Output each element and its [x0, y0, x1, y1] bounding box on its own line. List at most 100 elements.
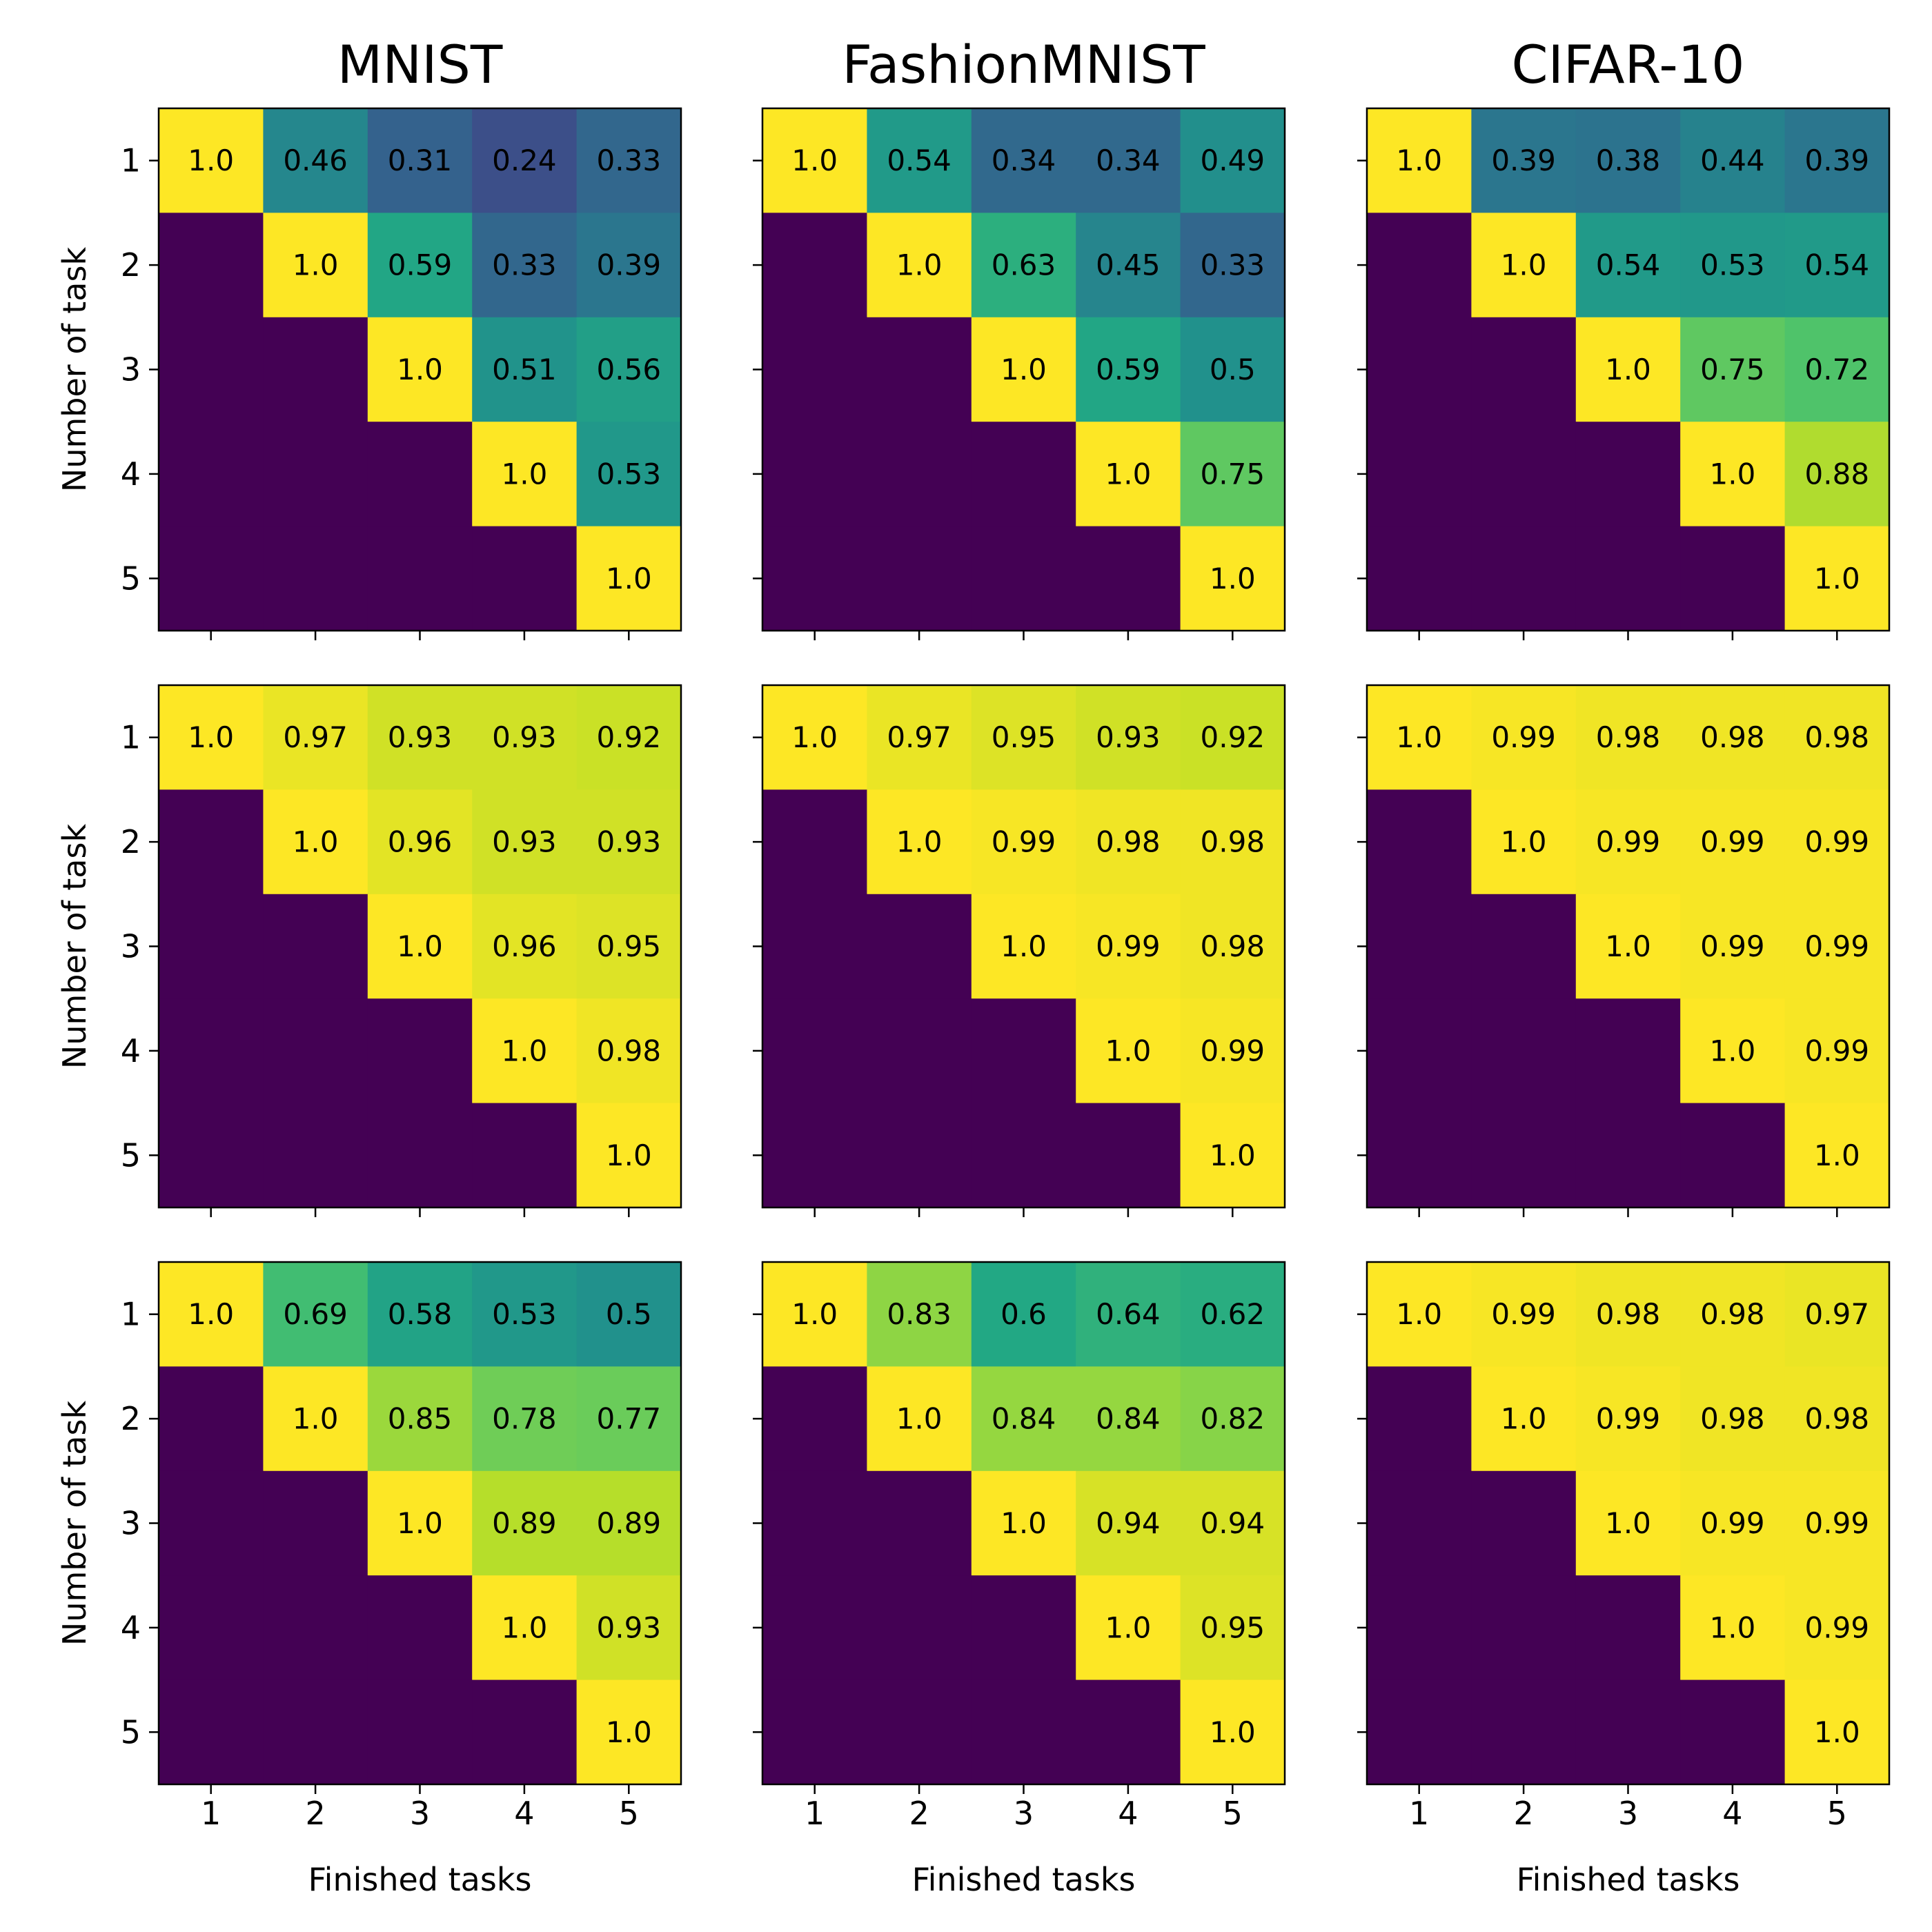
heatmap-panel: 1.0 0.54 0.34 0.34 0.49 1.0 0.63 0.45 0.33 1.0 0.5…	[753, 107, 1286, 640]
y-tick-label: 2	[121, 246, 141, 284]
heatmap-cell	[1784, 789, 1890, 895]
heatmap-cell	[367, 998, 473, 1104]
y-tick-label: 5	[121, 1713, 141, 1751]
heatmap-cell	[263, 1679, 368, 1785]
heatmap-panel: 1.0 0.99 0.98 0.98 0.97 1.0 0.99 0.98 0.98 1.0 0.9…	[1357, 1261, 1891, 1832]
y-tick-label: 3	[121, 928, 141, 965]
cell-value-label: 1.0	[1501, 1402, 1547, 1436]
heatmap-cell	[1180, 1575, 1285, 1681]
heatmap-cell	[472, 1103, 578, 1208]
cell-value-label: 1.0	[1605, 353, 1651, 386]
cell-value-label: 0.31	[388, 144, 453, 177]
heatmap-cell	[159, 998, 264, 1104]
heatmap-cell	[576, 422, 682, 527]
heatmap-cell	[367, 1366, 473, 1472]
y-axis-label: Number of task	[56, 247, 93, 493]
x-tick-label: 2	[305, 1795, 325, 1832]
cell-value-label: 0.59	[388, 248, 453, 282]
heatmap-cell	[263, 422, 368, 527]
heatmap-cell	[1180, 789, 1285, 895]
heatmap-panel: 1.0 0.39 0.38 0.44 0.39 1.0 0.54 0.53 0.54 1.0 0.7…	[1357, 107, 1891, 640]
heatmap-cell	[971, 1679, 1076, 1785]
x-tick-label: 3	[1618, 1795, 1638, 1832]
heatmap-cell	[867, 685, 972, 790]
cell-value-label: 0.99	[992, 825, 1056, 859]
heatmap-cell	[1680, 1262, 1786, 1367]
heatmap-panel: 1.0 0.97 0.95 0.93 0.92 1.0 0.99 0.98 0.98 1.0 0.9…	[753, 684, 1286, 1217]
heatmap-cell	[762, 894, 867, 999]
heatmap-cell	[472, 213, 578, 318]
cell-value-label: 0.97	[887, 720, 952, 754]
y-tick-label: 1	[121, 719, 141, 756]
cell-value-label: 1.0	[1814, 1138, 1860, 1172]
y-tick-label: 1	[121, 1296, 141, 1333]
cell-value-label: 1.0	[896, 248, 943, 282]
cell-value-label: 0.93	[597, 825, 662, 859]
cell-value-label: 0.93	[388, 720, 453, 754]
heatmap-cell	[762, 1679, 867, 1785]
heatmap-cell	[576, 526, 682, 631]
cell-value-label: 1.0	[791, 720, 838, 754]
heatmap-cell	[1180, 1679, 1285, 1785]
heatmap-cell	[1575, 1470, 1681, 1576]
heatmap-cell	[971, 1470, 1076, 1576]
heatmap-cell	[472, 1679, 578, 1785]
cell-value-label: 0.53	[492, 1297, 557, 1331]
cell-value-label: 1.0	[502, 457, 548, 491]
cell-value-label: 0.62	[1201, 1297, 1265, 1331]
heatmap-cell	[1180, 998, 1285, 1104]
cell-value-label: 0.39	[1805, 144, 1870, 177]
heatmap-cell	[1076, 422, 1181, 527]
cell-value-label: 0.5	[606, 1297, 652, 1331]
heatmap-cell	[1076, 1366, 1181, 1472]
cell-value-label: 1.0	[397, 353, 443, 386]
x-tick-label: 2	[909, 1795, 929, 1832]
y-tick-label: 5	[121, 1136, 141, 1174]
heatmap-cell	[1367, 998, 1472, 1104]
heatmap-panel: 1.0 0.69 0.58 0.53 0.5 1.0 0.85 0.78 0.77 1.0 0.89…	[121, 1261, 682, 1832]
cell-value-label: 0.99	[1096, 929, 1161, 963]
cell-value-label: 0.33	[492, 248, 557, 282]
cell-value-label: 1.0	[896, 1402, 943, 1436]
heatmap-cell	[159, 1103, 264, 1208]
heatmap-cell	[762, 1366, 867, 1472]
heatmap-cell	[367, 1679, 473, 1785]
heatmap-cell	[1471, 789, 1577, 895]
heatmap-cell	[1367, 317, 1472, 422]
cell-value-label: 0.38	[1596, 144, 1661, 177]
x-tick-label: 1	[805, 1795, 825, 1832]
heatmap-cell	[159, 526, 264, 631]
cell-value-label: 1.0	[1501, 248, 1547, 282]
heatmap-cell	[971, 108, 1076, 213]
heatmap-cell	[762, 1470, 867, 1576]
heatmap-cell	[367, 894, 473, 999]
heatmap-cell	[1076, 108, 1181, 213]
heatmap-cell	[867, 1470, 972, 1576]
heatmap-cell	[867, 998, 972, 1104]
cell-value-label: 0.83	[887, 1297, 952, 1331]
heatmap-cell	[159, 108, 264, 213]
heatmap-cell	[159, 1470, 264, 1576]
heatmap-cell	[971, 1366, 1076, 1472]
heatmap-cell	[576, 1262, 682, 1367]
y-tick-label: 4	[121, 455, 141, 493]
heatmap-cell	[762, 213, 867, 318]
cell-value-label: 1.0	[1396, 720, 1442, 754]
cell-value-label: 0.92	[1201, 720, 1265, 754]
heatmap-cell	[1575, 894, 1681, 999]
y-tick-label: 3	[121, 351, 141, 388]
cell-value-label: 0.95	[597, 929, 662, 963]
heatmap-cell	[472, 1575, 578, 1681]
heatmap-cell	[1076, 1575, 1181, 1681]
cell-value-label: 0.89	[597, 1506, 662, 1540]
y-axis-label: Number of task	[56, 1401, 93, 1646]
heatmap-cell	[1076, 1679, 1181, 1785]
heatmap-cell	[263, 1470, 368, 1576]
heatmap-cell	[1784, 108, 1890, 213]
heatmap-cell	[762, 422, 867, 527]
heatmap-cell	[367, 422, 473, 527]
cell-value-label: 0.75	[1201, 457, 1265, 491]
heatmap-cell	[1680, 526, 1786, 631]
cell-value-label: 1.0	[502, 1034, 548, 1067]
cell-value-label: 1.0	[1814, 1715, 1860, 1749]
